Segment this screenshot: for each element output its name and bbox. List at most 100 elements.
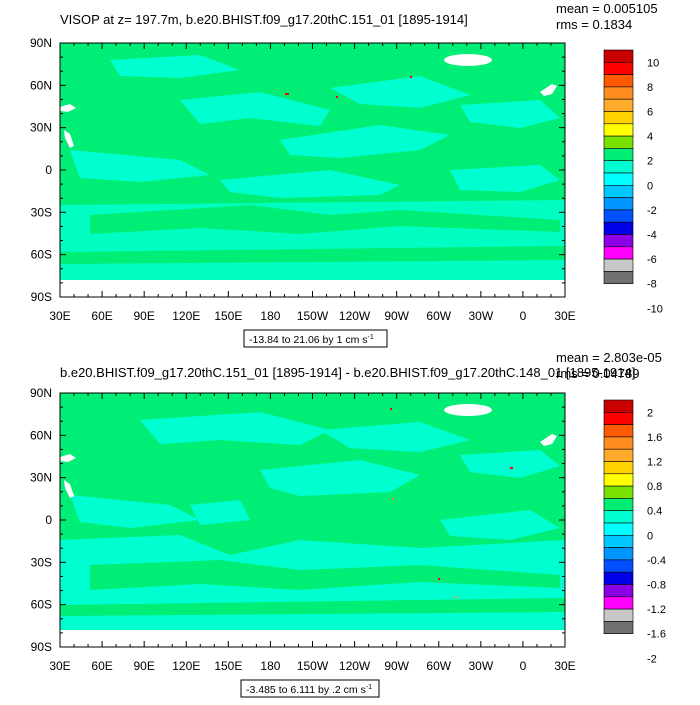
land-fragment	[64, 130, 74, 148]
field-band	[450, 165, 560, 192]
colorbar-box	[603, 473, 634, 487]
colorbar-box	[603, 111, 634, 125]
land-fragment	[64, 480, 74, 498]
x-tick-label: 30E	[49, 659, 70, 673]
x-tick-label: 30E	[49, 309, 70, 323]
land-fragment	[540, 434, 557, 446]
axes: 30E 60E 90E 120E 150E 180 150W 120W 90W 60W 30W 0 30…	[30, 36, 576, 323]
field-band	[90, 205, 560, 234]
x-tick-label: 150W	[297, 659, 329, 673]
y-tick-label: 90N	[30, 36, 52, 50]
colorbar-label: -1.6	[647, 629, 666, 641]
colorbar-box	[603, 534, 634, 548]
x-tick-label: 90E	[133, 659, 154, 673]
field-band	[280, 125, 450, 158]
land-fragment	[60, 454, 76, 462]
colorbar-box	[603, 221, 634, 235]
stat-mean: mean = 0.005105	[556, 1, 658, 16]
x-tick-label: 60W	[426, 309, 451, 323]
land-greenland	[444, 404, 492, 416]
axes: 30E 60E 90E 120E 150E 180 150W 120W 90W 60W 30W 0 30…	[30, 386, 576, 673]
colorbar-box	[603, 399, 634, 413]
field-band	[320, 422, 470, 452]
colorbar-box	[603, 86, 634, 100]
colorbar-label: 0	[647, 530, 653, 542]
colorbar-box	[603, 498, 634, 511]
stat-rms: rms = 0.1834	[556, 17, 632, 32]
extreme-cell	[285, 93, 289, 95]
x-tick-label: 30W	[468, 659, 493, 673]
x-tick-label: 120E	[172, 309, 200, 323]
colorbar-box	[603, 172, 634, 186]
colorbar-box	[603, 448, 634, 462]
stat-rms: rms = 0.04789	[556, 366, 639, 381]
field-band	[110, 55, 240, 78]
x-tick-label: 30W	[468, 309, 493, 323]
colorbar-box	[603, 596, 634, 610]
colorbar-box	[603, 571, 634, 585]
x-tick-label: 150W	[297, 309, 329, 323]
y-tick-label: 90N	[30, 386, 52, 400]
land-fragment	[60, 104, 76, 112]
field-band	[260, 460, 420, 496]
x-tick-label: 180	[260, 659, 280, 673]
colorbar-box	[603, 98, 634, 112]
colorbar-box	[603, 436, 634, 450]
colorbar-label: 4	[647, 131, 653, 143]
colorbar-label: -0.8	[647, 580, 666, 592]
field-band	[330, 76, 470, 108]
y-tick-label: 30N	[30, 121, 52, 135]
map-field	[60, 43, 565, 297]
colorbar-label: -10	[647, 303, 663, 315]
stat-mean: mean = 2.803e-05	[556, 350, 662, 365]
range-label: -13.84 to 21.06 by 1 cm s-1	[249, 334, 374, 346]
panel-bottom: b.e20.BHIST.f09_g17.20thC.151_01 [1895-1…	[30, 350, 666, 698]
colorbar-label: 1.6	[647, 432, 662, 444]
extreme-cell	[390, 408, 392, 410]
panel-top: VISOP at z= 197.7m, b.e20.BHIST.f09_g17.…	[30, 1, 663, 348]
x-tick-label: 120W	[339, 659, 371, 673]
y-tick-label: 90S	[31, 290, 52, 304]
colorbar-box	[603, 49, 634, 63]
field-band	[70, 150, 210, 182]
colorbar-box	[603, 485, 634, 499]
field-band	[220, 170, 400, 198]
map-field	[60, 393, 565, 647]
land-greenland	[444, 54, 492, 66]
extreme-cell	[510, 467, 513, 469]
panel-title: b.e20.BHIST.f09_g17.20thC.151_01 [1895-1…	[60, 365, 635, 380]
colorbar-label: -4	[647, 230, 657, 242]
range-box	[243, 329, 388, 348]
range-box	[240, 679, 380, 698]
x-tick-label: 30E	[554, 659, 575, 673]
field-band	[190, 500, 250, 525]
field-band	[90, 560, 560, 590]
x-tick-label: 0	[520, 309, 527, 323]
y-tick-label: 0	[45, 163, 52, 177]
colorbar-box	[603, 522, 634, 536]
extreme-cell	[392, 498, 394, 500]
y-tick-label: 60N	[30, 78, 52, 92]
colorbar-box	[603, 123, 634, 137]
x-tick-label: 150E	[214, 309, 242, 323]
colorbar-label: 0.4	[647, 506, 662, 518]
field-band	[60, 246, 565, 264]
colorbar-label: 0.8	[647, 481, 662, 493]
field-band	[180, 92, 330, 126]
y-tick-label: 60S	[31, 248, 52, 262]
colorbar-label: -1.2	[647, 604, 666, 616]
colorbar-box	[603, 559, 634, 573]
colorbar-box	[603, 234, 634, 248]
colorbar-box	[603, 148, 634, 161]
extreme-cell	[410, 76, 412, 78]
field-band	[140, 412, 330, 445]
colorbar-box	[603, 74, 634, 88]
colorbar-label: 6	[647, 107, 653, 119]
colorbar-box	[603, 258, 634, 272]
x-tick-label: 120W	[339, 309, 371, 323]
field-band	[60, 598, 565, 616]
field-band	[70, 495, 200, 528]
colorbar-label: 1.2	[647, 457, 662, 469]
range-label: -3.485 to 6.111 by .2 cm s-1	[246, 684, 372, 696]
